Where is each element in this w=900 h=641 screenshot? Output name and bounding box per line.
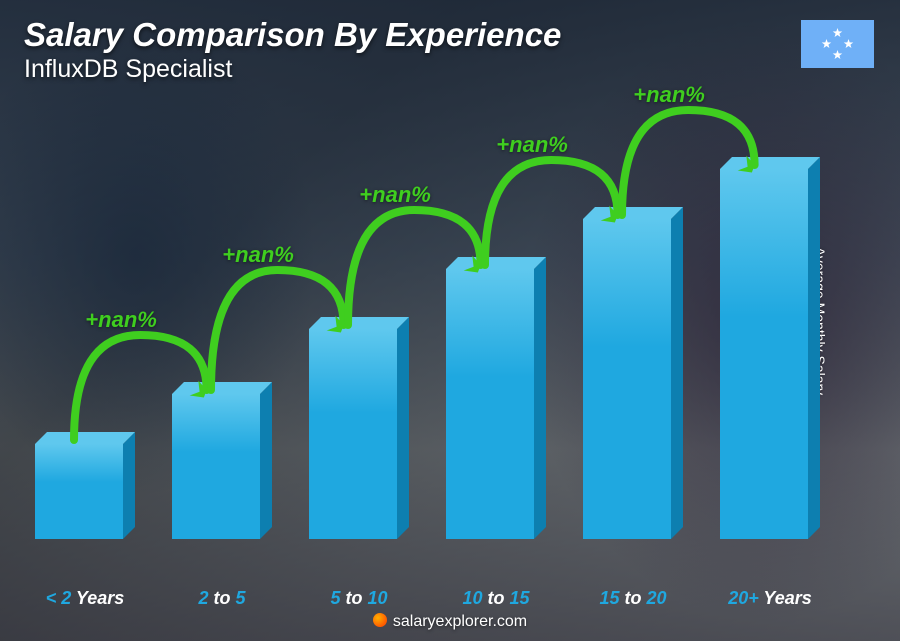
bar-front [720,169,808,539]
logo-icon [373,613,387,627]
chart-subtitle: InfluxDB Specialist [24,55,561,84]
bar-side [534,257,546,539]
bar [446,269,546,539]
bar-top [309,317,409,329]
bar-category-label: 15 to 20 [578,588,688,609]
bar-side [808,157,820,539]
delta-label: +nan% [85,307,157,333]
bar-side [123,432,135,539]
chart-header: Salary Comparison By Experience InfluxDB… [24,18,561,84]
delta-label: +nan% [496,132,568,158]
bar-slot: 0 USD< 2 Years [30,444,140,579]
bar-top [446,257,546,269]
bar-front [172,394,260,539]
bar-side [260,382,272,539]
bar-slot: 0 USD15 to 20 [578,219,688,579]
bar-front [309,329,397,539]
bar [172,394,272,539]
bar-category-label: 20+ Years [715,588,825,609]
delta-label: +nan% [222,242,294,268]
footer-text: salaryexplorer.com [393,613,527,630]
bar-side [671,207,683,539]
bar [720,169,820,539]
bar-category-label: < 2 Years [30,588,140,609]
bar [35,444,135,539]
bar-front [35,444,123,539]
bar-slot: 0 USD20+ Years [715,169,825,579]
chart-title: Salary Comparison By Experience [24,18,561,53]
bar-slot: 0 USD2 to 5 [167,394,277,579]
bar-side [397,317,409,539]
bar-top [172,382,272,394]
bar [583,219,683,539]
bar-top [583,207,683,219]
bar-category-label: 5 to 10 [304,588,414,609]
country-flag-micronesia [801,20,874,68]
footer-attribution: salaryexplorer.com [0,612,900,631]
bar-category-label: 2 to 5 [167,588,277,609]
bar [309,329,409,539]
bar-front [583,219,671,539]
bar-top [720,157,820,169]
bar-front [446,269,534,539]
bar-slot: 0 USD5 to 10 [304,329,414,579]
bar-chart: 0 USD< 2 Years0 USD2 to 50 USD5 to 100 U… [30,99,850,579]
bar-top [35,432,135,444]
bar-slot: 0 USD10 to 15 [441,269,551,579]
delta-label: +nan% [359,182,431,208]
bar-category-label: 10 to 15 [441,588,551,609]
